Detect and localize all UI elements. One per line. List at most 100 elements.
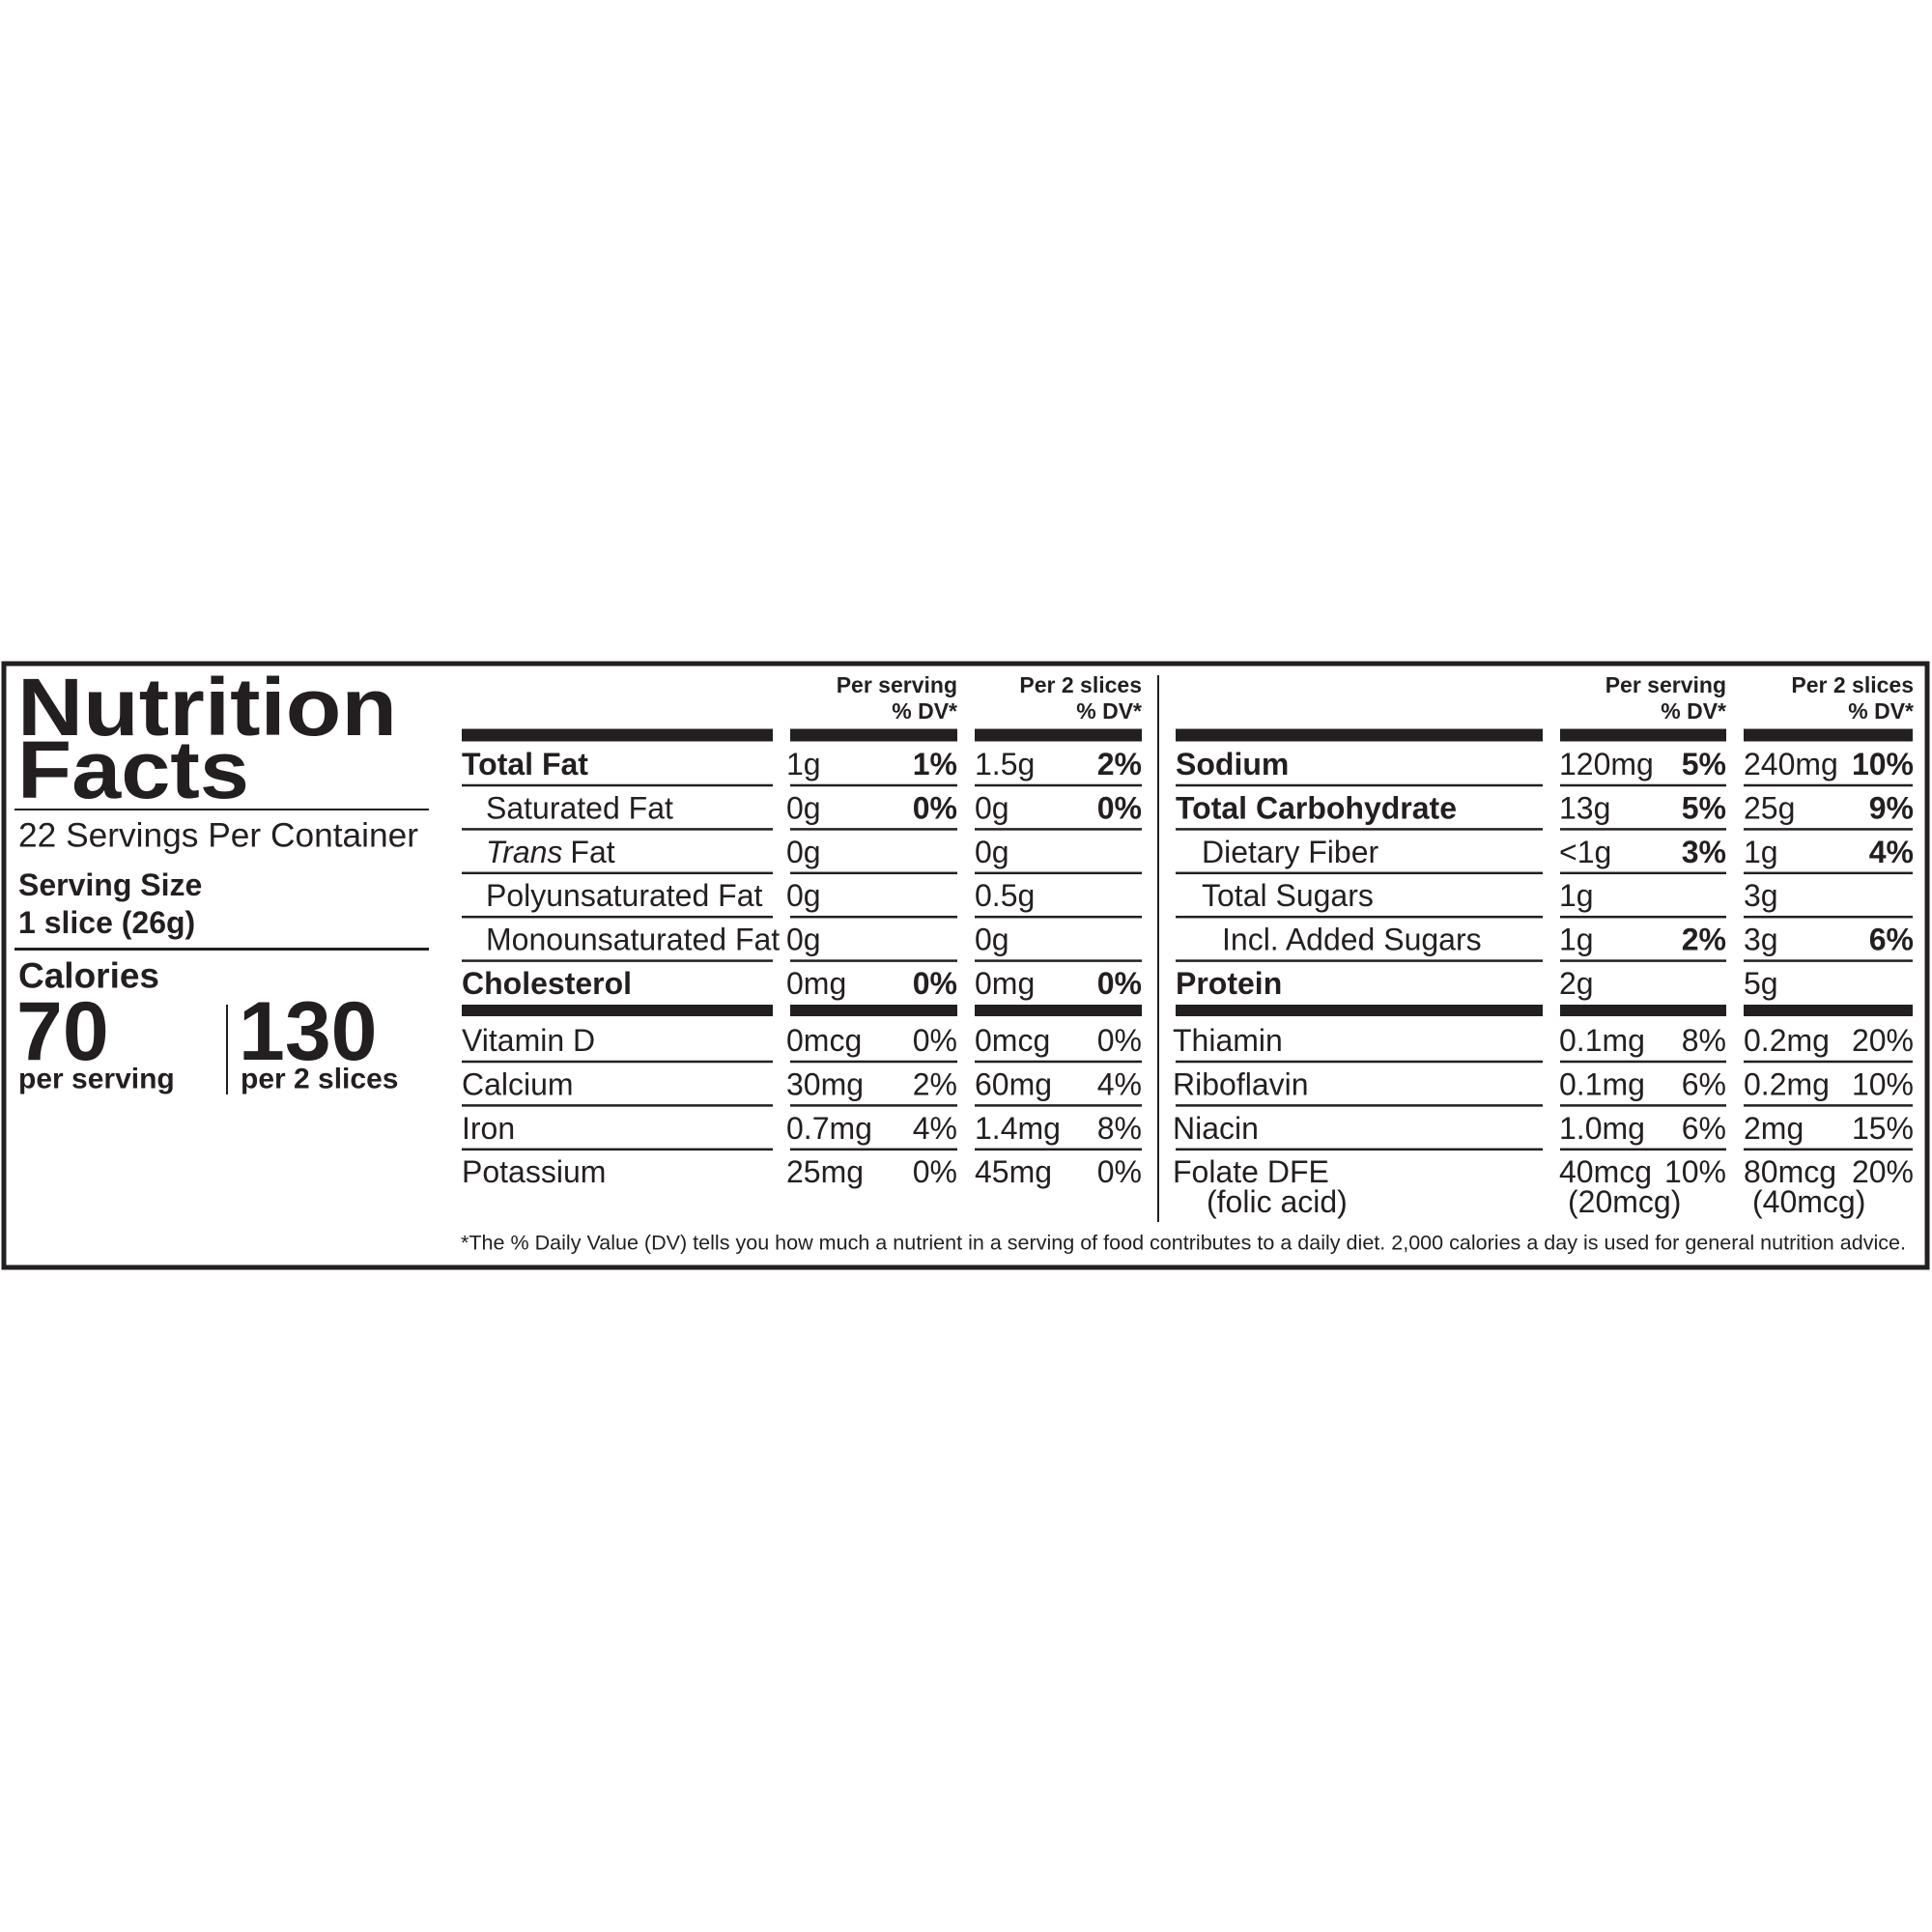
nutrient-name: Thiamin <box>1173 1023 1283 1058</box>
rule <box>975 783 1142 787</box>
calories-amount: 130 <box>239 985 378 1078</box>
amount: 60mg <box>975 1066 1052 1101</box>
daily-value: 20% <box>1852 1023 1914 1058</box>
daily-value: 0% <box>913 1023 957 1058</box>
nutrient-name: Monounsaturated Fat <box>486 923 780 957</box>
column-header: Per serving <box>1605 672 1726 697</box>
rule <box>1176 871 1543 875</box>
rule <box>1744 915 1913 919</box>
amount: <1g <box>1559 835 1611 869</box>
rule <box>1176 728 1543 742</box>
rule <box>975 959 1142 962</box>
daily-value: 4% <box>913 1111 957 1146</box>
servings: 22 Servings Per Container <box>18 817 418 855</box>
amount: 0.1mg <box>1559 1066 1645 1101</box>
amount: 25g <box>1744 790 1795 825</box>
nutrient-name: Total Fat <box>462 747 588 781</box>
amount: 0g <box>786 923 821 957</box>
rule <box>462 959 773 962</box>
daily-value: 10% <box>1852 1066 1914 1101</box>
amount: 25mg <box>786 1154 864 1189</box>
rule <box>462 1104 773 1107</box>
daily-value: 15% <box>1852 1111 1914 1146</box>
rule <box>1560 1005 1726 1016</box>
nutrient-name: Cholesterol <box>462 966 632 1001</box>
rule <box>1744 728 1913 742</box>
amount: 1.5g <box>975 747 1035 781</box>
rule <box>462 1148 773 1151</box>
rule <box>1744 1148 1913 1151</box>
daily-value: 8% <box>1682 1023 1726 1058</box>
amount: 0g <box>786 878 821 913</box>
rule <box>462 1060 773 1064</box>
daily-value: 4% <box>1869 835 1914 869</box>
nutrient-name: Niacin <box>1173 1111 1259 1146</box>
daily-value: 0% <box>913 790 957 825</box>
rule <box>1560 1104 1726 1107</box>
column-header: Per serving <box>837 672 957 697</box>
daily-value: 2% <box>1682 923 1726 957</box>
amount: 0g <box>786 835 821 869</box>
title: Nutrition <box>17 662 397 753</box>
amount: (40mcg) <box>1752 1184 1865 1219</box>
rule <box>1744 1060 1913 1064</box>
rule <box>790 828 957 831</box>
footnote: *The % Daily Value (DV) tells you how mu… <box>461 1233 1906 1255</box>
rule <box>1560 828 1726 831</box>
nutrient-name: Fat <box>570 835 614 869</box>
amount: 45mg <box>975 1154 1052 1189</box>
calories-basis: per 2 slices <box>241 1064 398 1095</box>
daily-value: 0% <box>913 1154 957 1189</box>
rule <box>790 728 957 742</box>
amount: 2g <box>1559 966 1594 1001</box>
rule <box>1560 728 1726 742</box>
column-header: % DV* <box>892 698 957 724</box>
rule <box>1744 828 1913 831</box>
rule <box>462 915 773 919</box>
rule <box>1560 1148 1726 1151</box>
rule <box>1560 915 1726 919</box>
rule <box>462 1005 773 1016</box>
column-header: Per 2 slices <box>1791 672 1914 697</box>
amount: 0mg <box>786 966 846 1001</box>
daily-value: 6% <box>1869 923 1914 957</box>
amount: 0mg <box>975 966 1035 1001</box>
serving-size: 1 slice (26g) <box>18 905 195 940</box>
daily-value: 5% <box>1682 790 1726 825</box>
nutrient-name: Polyunsaturated Fat <box>486 878 763 913</box>
amount: 1g <box>786 747 821 781</box>
rule <box>790 871 957 875</box>
daily-value: 2% <box>1097 747 1142 781</box>
rule <box>462 783 773 787</box>
rule <box>790 1005 957 1016</box>
rule <box>975 1005 1142 1016</box>
nutrient-name: Vitamin D <box>462 1023 595 1058</box>
divider <box>226 1005 228 1094</box>
amount: 0g <box>975 790 1009 825</box>
amount: 30mg <box>786 1066 864 1101</box>
rule <box>790 959 957 962</box>
rule <box>1560 783 1726 787</box>
rule <box>462 828 773 831</box>
column-header: % DV* <box>1076 698 1142 724</box>
divider <box>1157 675 1159 1222</box>
amount: 1g <box>1559 878 1594 913</box>
amount: 0mcg <box>975 1023 1050 1058</box>
nutrient-name: Protein <box>1176 966 1282 1001</box>
amount: 0g <box>975 923 1009 957</box>
rule <box>1560 871 1726 875</box>
daily-value: 4% <box>1097 1066 1142 1101</box>
rule <box>1176 1060 1543 1064</box>
calories-label: Calories <box>18 956 159 996</box>
nutrient-name: Total Sugars <box>1202 878 1374 913</box>
rule <box>1176 1104 1543 1107</box>
daily-value: 0% <box>1097 1154 1142 1189</box>
amount: 0mcg <box>786 1023 862 1058</box>
amount: 0.1mg <box>1559 1023 1645 1058</box>
daily-value: 5% <box>1682 747 1726 781</box>
rule <box>14 948 429 951</box>
nutrient-name: Calcium <box>462 1066 574 1101</box>
amount: 240mg <box>1744 747 1838 781</box>
